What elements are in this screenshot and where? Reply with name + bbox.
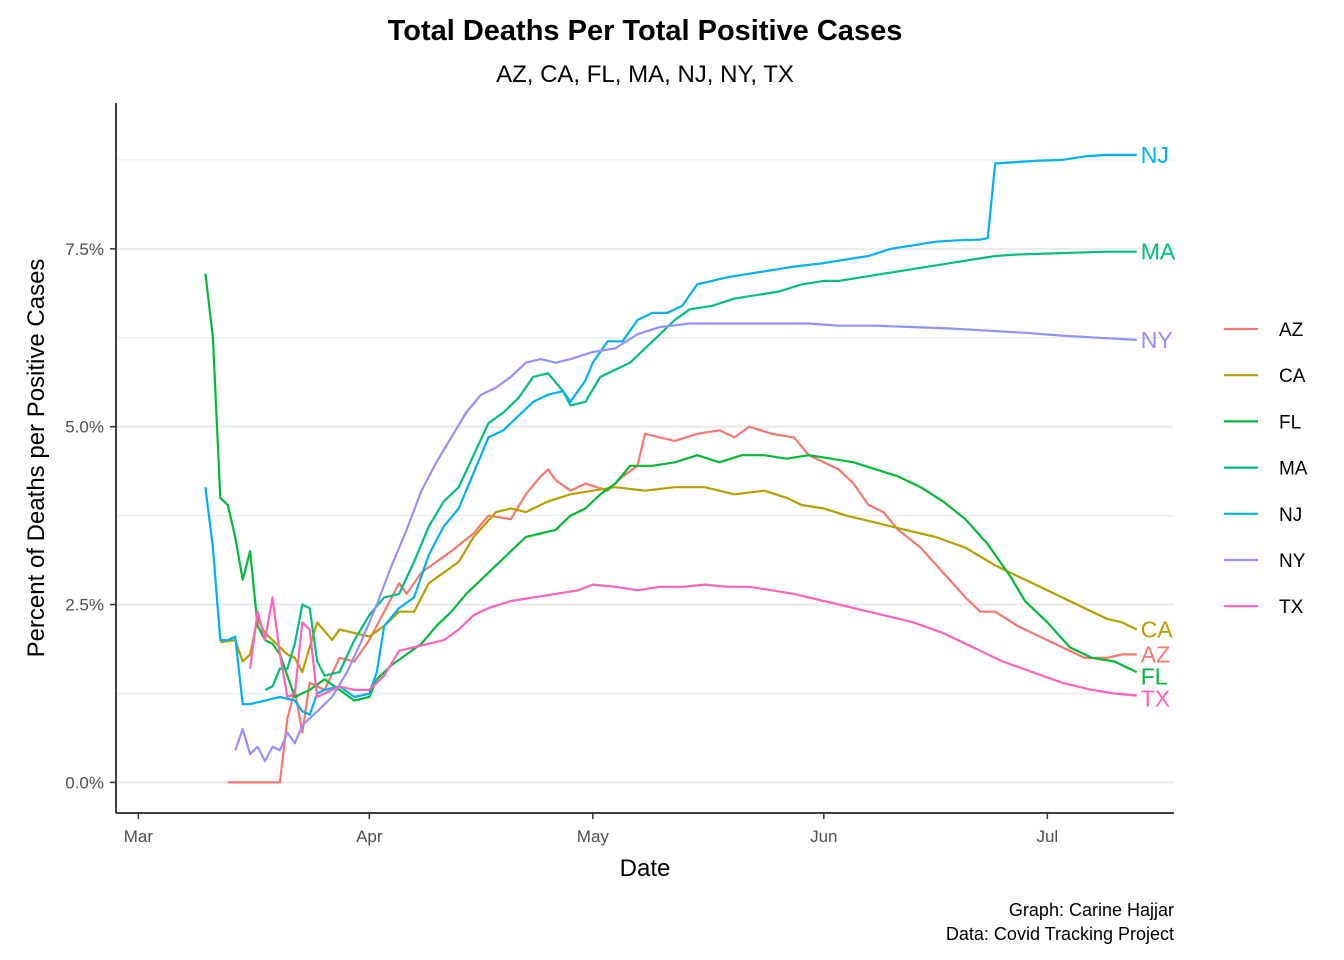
x-tick-label: May <box>577 827 610 846</box>
caption-data-credit: Data: Covid Tracking Project <box>946 924 1174 944</box>
caption-graph-credit: Graph: Carine Hajjar <box>1009 900 1174 920</box>
y-tick-label: 7.5% <box>65 240 104 259</box>
legend-label-ny: NY <box>1279 551 1306 572</box>
x-axis-ticks: Mar Apr May Jun Jul <box>124 813 1058 846</box>
y-axis-ticks: 0.0% 2.5% 5.0% 7.5% <box>65 240 116 792</box>
series-line-ma <box>264 250 1137 691</box>
y-tick-label: 0.0% <box>65 773 104 792</box>
x-tick-label: Mar <box>124 827 154 846</box>
series-line-nj <box>204 153 1137 716</box>
y-tick-label: 2.5% <box>65 596 104 615</box>
y-tick-label: 5.0% <box>65 418 104 437</box>
x-tick-label: Apr <box>356 827 383 846</box>
legend-label-ca: CA <box>1279 366 1306 387</box>
legend-label-nj: NJ <box>1279 505 1302 526</box>
y-axis-title: Percent of Deaths per Positive Cases <box>23 259 50 658</box>
series-line-ca <box>220 486 1138 674</box>
chart-subtitle: AZ, CA, FL, MA, NJ, NY, TX <box>496 61 794 88</box>
series-line-ny <box>234 322 1137 763</box>
x-tick-label: Jun <box>810 827 837 846</box>
series-line-tx <box>249 583 1137 699</box>
legend-label-fl: FL <box>1279 412 1301 433</box>
x-tick-label: Jul <box>1036 827 1058 846</box>
legend-label-tx: TX <box>1279 597 1304 618</box>
end-label-ca: CA <box>1141 616 1174 642</box>
end-label-nj: NJ <box>1141 142 1169 168</box>
end-label-tx: TX <box>1141 685 1170 711</box>
end-label-fl: FL <box>1141 663 1168 689</box>
legend-label-ma: MA <box>1279 459 1308 480</box>
x-axis-title: Date <box>620 855 671 882</box>
plot-lines <box>204 153 1138 784</box>
end-label-ma: MA <box>1141 239 1176 265</box>
end-label-az: AZ <box>1141 641 1170 667</box>
grid <box>116 159 1174 784</box>
end-label-ny: NY <box>1141 327 1173 353</box>
series-line-fl <box>204 273 1138 702</box>
chart-title: Total Deaths Per Total Positive Cases <box>388 15 903 47</box>
legend: AZ CA FL MA NJ NY TX <box>1224 320 1308 618</box>
legend-label-az: AZ <box>1279 320 1304 341</box>
